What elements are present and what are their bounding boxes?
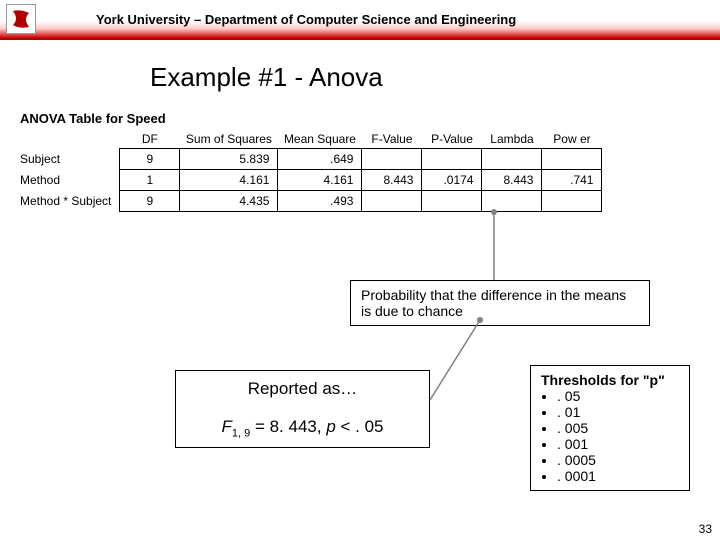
cell-p: .0174 [422,170,482,191]
col-p: P-Value [422,130,482,149]
logo-icon [9,7,33,31]
cell-p [422,149,482,170]
cell-df: 9 [120,149,180,170]
threshold-item: . 0001 [557,468,679,484]
reported-formula: F1, 9 = 8. 443, p < . 05 [190,417,415,439]
formula-f: F [221,417,231,436]
cell-p [422,191,482,212]
table-row: Method * Subject 9 4.435 .493 [20,191,602,212]
cell-ss: 4.435 [180,191,278,212]
formula-p: p [326,417,335,436]
threshold-item: . 05 [557,388,679,404]
cell-ss: 5.839 [180,149,278,170]
col-power: Pow er [542,130,602,149]
row-label: Subject [20,149,120,170]
cell-ms: .649 [278,149,362,170]
reported-title: Reported as… [190,379,415,399]
col-lambda: Lambda [482,130,542,149]
anova-table-body: Subject 9 5.839 .649 Method 1 4.161 4.16… [20,149,602,212]
row-label: Method * Subject [20,191,120,212]
cell-power: .741 [542,170,602,191]
probability-callout: Probability that the difference in the m… [350,280,650,326]
cell-ms: .493 [278,191,362,212]
cell-f [362,149,422,170]
header-bar: York University – Department of Computer… [0,0,720,40]
cell-power [542,149,602,170]
threshold-item: . 001 [557,436,679,452]
formula-rest: = 8. 443, [250,417,326,436]
row-label: Method [20,170,120,191]
anova-table-title: ANOVA Table for Speed [20,111,720,126]
thresholds-list: . 05 . 01 . 005 . 001 . 0005 . 0001 [541,388,679,484]
formula-tail: < . 05 [336,417,384,436]
col-ss: Sum of Squares [180,130,278,149]
cell-ms: 4.161 [278,170,362,191]
thresholds-title: Thresholds for "p" [541,372,679,388]
university-logo [6,4,36,34]
table-header-row: DF Sum of Squares Mean Square F-Value P-… [20,130,602,149]
col-df: DF [120,130,180,149]
col-f: F-Value [362,130,422,149]
header-title: York University – Department of Computer… [96,12,516,27]
anova-table: DF Sum of Squares Mean Square F-Value P-… [20,130,602,212]
table-row: Subject 9 5.839 .649 [20,149,602,170]
col-ms: Mean Square [278,130,362,149]
cell-ss: 4.161 [180,170,278,191]
page-number: 33 [699,522,712,536]
cell-lambda [482,149,542,170]
cell-power [542,191,602,212]
cell-f: 8.443 [362,170,422,191]
formula-sub: 1, 9 [232,427,250,439]
cell-f [362,191,422,212]
slide-title: Example #1 - Anova [150,62,720,93]
threshold-item: . 005 [557,420,679,436]
cell-lambda: 8.443 [482,170,542,191]
threshold-item: . 01 [557,404,679,420]
cell-lambda [482,191,542,212]
table-row: Method 1 4.161 4.161 8.443 .0174 8.443 .… [20,170,602,191]
thresholds-callout: Thresholds for "p" . 05 . 01 . 005 . 001… [530,365,690,491]
reported-callout: Reported as… F1, 9 = 8. 443, p < . 05 [175,370,430,448]
cell-df: 9 [120,191,180,212]
cell-df: 1 [120,170,180,191]
probability-text: Probability that the difference in the m… [361,287,626,319]
threshold-item: . 0005 [557,452,679,468]
